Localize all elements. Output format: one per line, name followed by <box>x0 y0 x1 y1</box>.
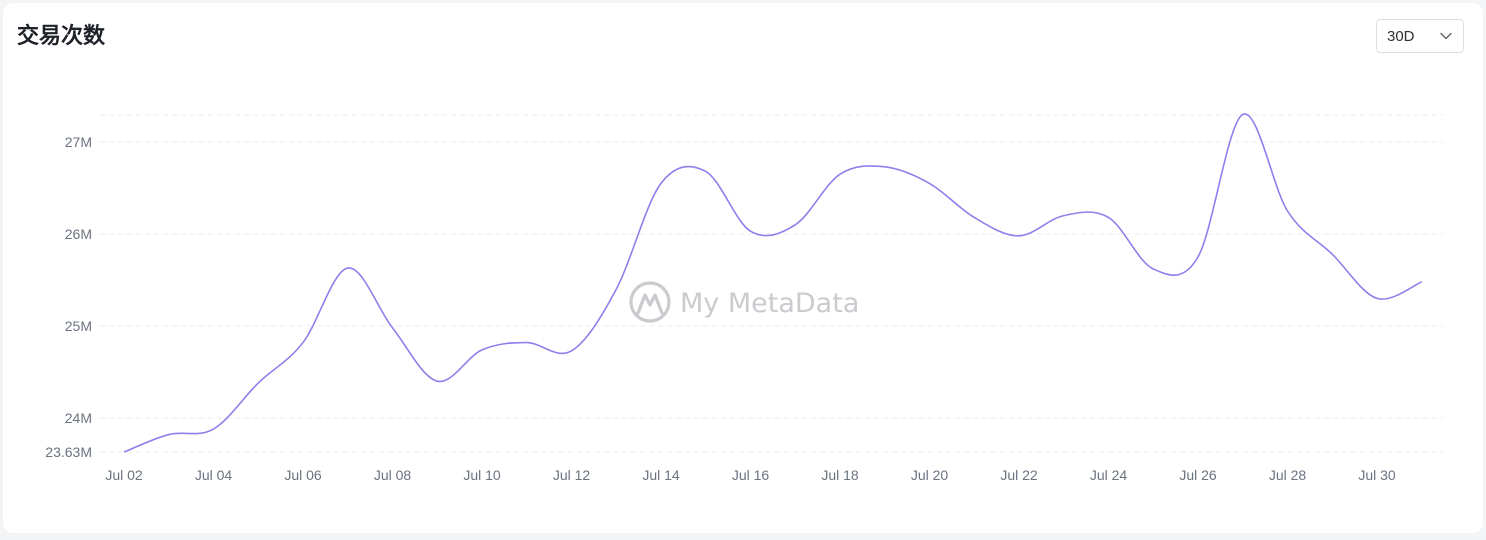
x-tick-label: Jul 16 <box>732 467 770 483</box>
series-line <box>123 113 1423 453</box>
x-tick-label: Jul 18 <box>821 467 859 483</box>
series-layer <box>123 113 1423 453</box>
y-axis-ticks: 23.63M 24M 25M 26M 27M <box>45 134 92 460</box>
watermark-logo-icon <box>629 281 671 323</box>
chart-card: 交易次数 30D <box>3 3 1483 533</box>
range-select[interactable]: 30D <box>1376 19 1464 53</box>
y-tick-label: 23.63M <box>45 444 92 460</box>
x-tick-label: Jul 22 <box>1000 467 1038 483</box>
x-tick-label: Jul 28 <box>1269 467 1307 483</box>
x-tick-label: Jul 24 <box>1090 467 1128 483</box>
x-tick-label: Jul 20 <box>911 467 949 483</box>
x-tick-label: Jul 02 <box>105 467 143 483</box>
y-tick-label: 25M <box>65 318 92 334</box>
x-axis-ticks: Jul 02 Jul 04 Jul 06 Jul 08 Jul 10 Jul 12 Jul … <box>105 467 1396 483</box>
x-tick-label: Jul 30 <box>1358 467 1396 483</box>
x-tick-label: Jul 14 <box>642 467 680 483</box>
x-tick-label: Jul 10 <box>463 467 501 483</box>
x-tick-label: Jul 26 <box>1179 467 1217 483</box>
grid-lines <box>100 114 1444 453</box>
range-select-value: 30D <box>1387 27 1415 45</box>
x-tick-label: Jul 08 <box>374 467 412 483</box>
x-tick-label: Jul 06 <box>284 467 322 483</box>
x-tick-label: Jul 12 <box>553 467 591 483</box>
watermark-text: My MetaData <box>680 288 859 319</box>
watermark: My MetaData <box>629 281 859 323</box>
chart-title: 交易次数 <box>17 24 106 49</box>
y-tick-label: 24M <box>65 410 92 426</box>
y-tick-label: 27M <box>65 134 92 150</box>
x-tick-label: Jul 04 <box>195 467 233 483</box>
y-tick-label: 26M <box>65 226 92 242</box>
chevron-down-icon <box>1439 29 1453 43</box>
